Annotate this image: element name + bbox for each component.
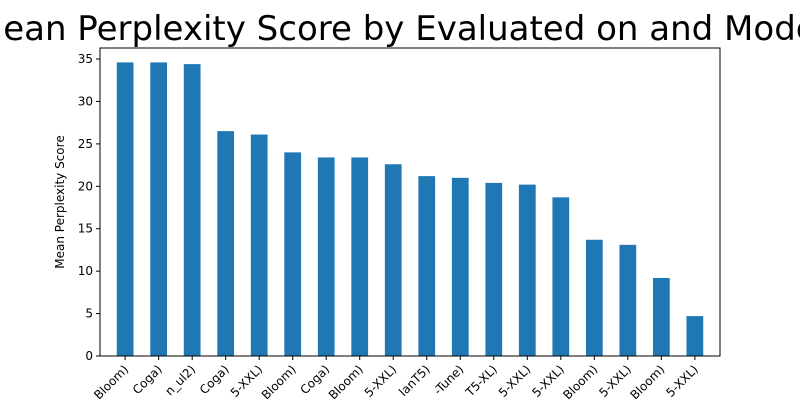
chart-title: Mean Perplexity Score by Evaluated on an… [0, 9, 800, 49]
x-tick-label: 5-XXL) [362, 362, 400, 400]
y-tick-label: 10 [78, 264, 93, 278]
x-axis-ticks: Bloom)Coga)n_ul2)Coga)5-XXL)Bloom)Coga)B… [91, 356, 701, 402]
bar [384, 164, 402, 356]
bar [183, 64, 201, 356]
bar [217, 131, 235, 356]
bar [250, 134, 268, 356]
x-tick-label: 5-XXL) [496, 362, 534, 400]
x-tick-label: Bloom) [560, 362, 600, 400]
bar [485, 182, 503, 356]
bar [518, 184, 536, 356]
x-tick-label: Coga) [197, 362, 232, 397]
bar [451, 177, 469, 356]
x-tick-label: lanT5) [396, 362, 433, 399]
bar [351, 157, 369, 356]
x-tick-label: Bloom) [627, 362, 667, 400]
x-tick-label: -Tune) [431, 362, 466, 397]
y-tick-label: 20 [78, 179, 93, 193]
y-tick-label: 35 [78, 52, 93, 66]
bar [284, 152, 302, 356]
y-tick-label: 0 [85, 349, 93, 363]
y-tick-label: 30 [78, 94, 93, 108]
bar [619, 244, 637, 356]
bar [418, 176, 436, 356]
y-tick-label: 15 [78, 222, 93, 236]
y-axis-label: Mean Perplexity Score [53, 135, 67, 268]
bar [116, 62, 134, 356]
bar [652, 277, 670, 356]
y-axis-ticks: 0 5 10 15 20 25 30 35 [78, 52, 100, 363]
x-tick-label: Coga) [130, 362, 165, 397]
plot-frame [99, 47, 721, 357]
y-tick-label: 25 [78, 137, 93, 151]
bar [150, 62, 168, 356]
x-tick-label: Bloom) [326, 362, 366, 400]
x-tick-label: T5-XL) [462, 362, 500, 400]
bar [317, 157, 335, 356]
x-tick-label: 5-XXL) [663, 362, 701, 400]
y-tick-label: 5 [85, 307, 93, 321]
bar [585, 239, 603, 356]
x-tick-label: Bloom) [259, 362, 299, 400]
x-tick-label: Bloom) [91, 362, 131, 400]
bar [552, 197, 570, 356]
bars [116, 62, 704, 356]
bar [686, 316, 704, 356]
x-tick-label: n_ul2) [162, 362, 198, 398]
